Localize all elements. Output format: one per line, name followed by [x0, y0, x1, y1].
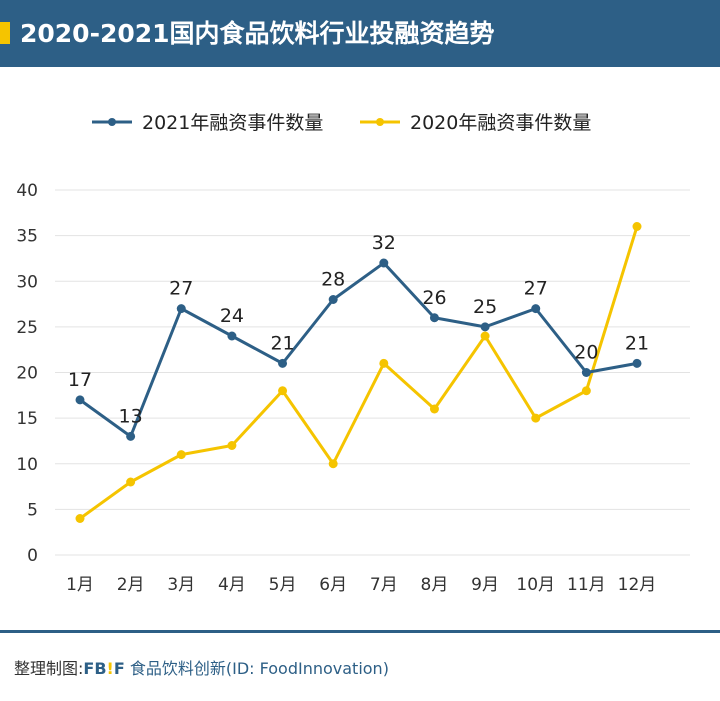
data-point — [429, 404, 439, 414]
x-tick-label: 12月 — [618, 575, 657, 595]
x-tick-label: 7月 — [370, 575, 398, 595]
data-point — [278, 386, 288, 396]
y-tick-label: 5 — [27, 500, 38, 520]
data-label: 13 — [119, 405, 143, 427]
x-tick-label: 6月 — [319, 575, 347, 595]
footer-divider — [0, 630, 720, 633]
data-label: 32 — [372, 232, 396, 254]
x-tick-label: 3月 — [167, 575, 195, 595]
data-point — [531, 304, 541, 314]
legend-label: 2020年融资事件数量 — [410, 112, 591, 134]
y-tick-label: 25 — [16, 318, 38, 338]
header-accent-bar — [0, 22, 10, 44]
x-tick-label: 10月 — [516, 575, 555, 595]
x-tick-label: 11月 — [567, 575, 606, 595]
data-point — [632, 358, 642, 368]
footer-source: 食品饮料创新(ID: FoodInnovation) — [129, 659, 389, 678]
data-point — [379, 358, 389, 368]
data-label: 20 — [574, 342, 598, 364]
data-point — [126, 431, 136, 441]
legend-label: 2021年融资事件数量 — [142, 112, 323, 134]
series-line — [79, 261, 638, 438]
data-point — [278, 358, 288, 368]
footer-prefix: 整理制图: — [14, 659, 84, 678]
chart-title: 2020-2021国内食品饮料行业投融资趋势 — [20, 19, 495, 48]
data-label: 28 — [321, 269, 345, 291]
y-tick-label: 15 — [16, 409, 38, 429]
data-label: 27 — [169, 278, 193, 300]
x-tick-label: 2月 — [117, 575, 145, 595]
data-point — [581, 386, 591, 396]
data-point — [328, 295, 338, 304]
data-label: 17 — [68, 369, 92, 391]
data-label: 21 — [625, 332, 649, 354]
data-point — [227, 441, 237, 450]
line-chart: 0 5 10 15 20 25 30 35 40 1月 2月 3月 4月 5月 6月 7月 8月 9月 10月 11月… — [16, 112, 690, 595]
data-point — [379, 258, 389, 268]
brand-logo: FB!F — [83, 659, 125, 678]
data-point — [480, 331, 490, 341]
x-tick-label: 4月 — [218, 575, 246, 595]
y-tick-label: 30 — [16, 272, 38, 292]
data-point — [75, 395, 85, 405]
header: 2020-2021国内食品饮料行业投融资趋势 — [0, 0, 720, 67]
data-point — [75, 514, 85, 523]
data-point — [176, 450, 186, 460]
data-label: 26 — [422, 287, 446, 309]
data-point — [176, 304, 186, 314]
x-tick-label: 8月 — [421, 575, 449, 595]
footer: 整理制图:FB!F 食品饮料创新(ID: FoodInnovation) — [14, 655, 389, 679]
legend-marker — [376, 118, 384, 126]
data-label: 25 — [473, 296, 497, 318]
series-line — [79, 226, 639, 520]
y-tick-label: 0 — [27, 546, 38, 566]
data-point — [581, 368, 591, 377]
data-label: 21 — [270, 332, 294, 354]
data-point — [328, 459, 338, 469]
data-point — [531, 413, 541, 423]
x-tick-label: 1月 — [66, 575, 94, 595]
data-label: 24 — [220, 305, 244, 327]
y-tick-label: 40 — [16, 181, 38, 201]
x-tick-label: 9月 — [471, 575, 499, 595]
x-tick-label: 5月 — [269, 575, 297, 595]
data-point — [126, 477, 136, 487]
data-point — [429, 313, 439, 323]
data-point — [632, 222, 642, 231]
data-point — [227, 331, 237, 341]
y-tick-label: 35 — [16, 227, 38, 247]
legend-marker — [108, 118, 116, 126]
data-label: 27 — [524, 278, 548, 300]
y-tick-label: 10 — [16, 455, 38, 475]
y-tick-label: 20 — [16, 364, 38, 384]
data-point — [480, 322, 490, 332]
